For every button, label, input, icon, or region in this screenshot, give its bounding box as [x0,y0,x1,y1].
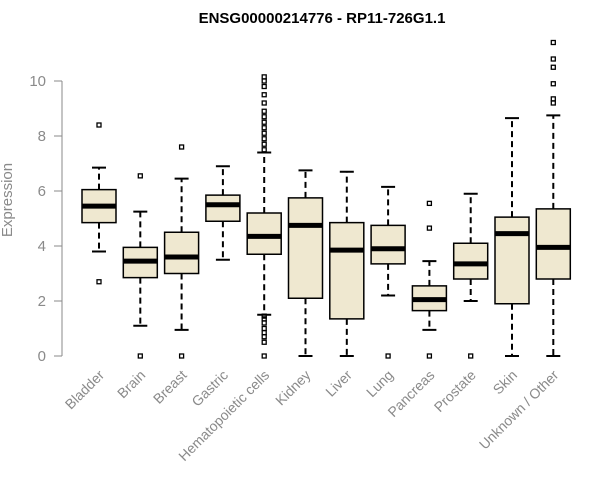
box-12 [535,39,572,357]
outlier-point [385,353,391,359]
box-2 [122,173,159,359]
box-rect [329,221,365,320]
outlier-point [550,100,556,106]
boxes-group [81,39,572,359]
box-4 [205,165,241,261]
x-tick-label: Brain [114,367,148,401]
outlier-point [96,279,102,285]
box-rect [246,212,282,255]
outlier-point [261,320,267,326]
chart-title: ENSG00000214776 - RP11-726G1.1 [199,10,446,27]
box-7 [329,170,365,357]
x-tick-label: Prostate [431,367,479,415]
outlier-point [261,119,267,125]
outlier-point [178,353,185,359]
outlier-point [137,173,143,179]
outlier-point [96,122,102,128]
outlier-point [261,78,267,84]
outlier-point [261,130,267,136]
outlier-point [550,56,556,62]
box-6 [287,169,324,357]
outlier-point [261,334,267,340]
outlier-point [426,225,433,231]
outlier-point [261,136,267,142]
y-axis: 0 2 4 6 8 10 [29,73,63,365]
outlier-point [261,147,267,153]
outlier-point [261,100,267,106]
outlier-point [261,141,267,147]
box-11 [494,117,530,357]
x-tick-label: Skin [490,367,521,398]
outlier-point [550,64,556,70]
outlier-point [550,39,556,46]
box-1 [81,122,117,285]
outlier-point [261,83,267,90]
y-axis-label: Expression [0,163,16,237]
box-rect [287,197,324,299]
outlier-point [550,96,556,102]
x-tick-label: Liver [322,367,355,400]
y-tick-label: 0 [38,348,46,365]
outlier-point [426,200,433,207]
box-rect [535,208,572,280]
y-tick-label: 6 [38,183,46,200]
outlier-point [261,92,267,98]
x-tick-label: Breast [150,367,190,407]
box-rect [494,216,530,305]
outlier-point [261,325,267,332]
y-tick-label: 4 [38,238,46,255]
y-tick-label: 8 [38,128,46,145]
box-8 [370,185,406,359]
outlier-point [137,353,143,359]
y-tick-label: 10 [29,73,46,90]
outlier-point [468,353,474,359]
outlier-point [261,329,267,336]
outlier-point [261,125,267,131]
outlier-point [261,339,267,345]
box-rect [370,224,406,265]
box-rect [163,231,200,275]
outlier-point [261,316,267,322]
y-tick-label: 2 [38,293,46,310]
outlier-point [261,353,267,359]
outlier-point [261,74,267,80]
outlier-point [178,144,185,150]
box-9 [411,200,448,359]
box-5 [246,74,282,359]
outlier-point [550,81,556,87]
outlier-point [426,353,433,359]
box-rect [452,242,489,280]
outlier-point [261,108,267,114]
x-tick-label: Lung [363,367,396,400]
box-rect [205,194,241,222]
box-10 [452,192,489,359]
outlier-point [261,114,267,120]
x-tick-label: Kidney [272,367,314,409]
x-tick-label: Bladder [62,367,108,413]
box-3 [163,144,200,359]
outlier-point [261,313,267,319]
